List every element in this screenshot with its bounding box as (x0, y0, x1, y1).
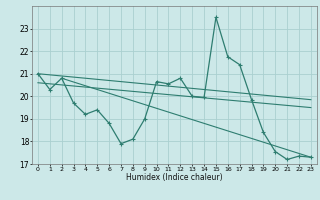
X-axis label: Humidex (Indice chaleur): Humidex (Indice chaleur) (126, 173, 223, 182)
